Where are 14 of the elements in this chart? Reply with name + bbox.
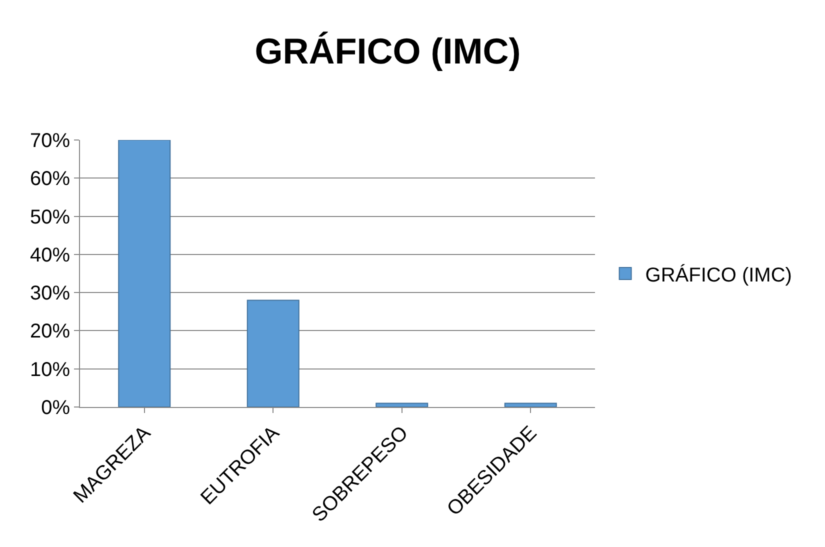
legend-label: GRÁFICO (IMC) — [645, 263, 792, 286]
y-tick-label: 50% — [30, 206, 70, 228]
bar — [504, 402, 557, 407]
bar — [246, 300, 300, 407]
y-tick-label: 10% — [30, 358, 70, 381]
y-tick-label: 40% — [30, 244, 70, 266]
bar — [118, 140, 171, 407]
y-tick-label: 30% — [30, 282, 70, 305]
chart-title: GRÁFICO (IMC) — [254, 30, 521, 72]
y-tick-label: 20% — [30, 320, 70, 343]
y-tick-label: 60% — [30, 168, 70, 190]
y-tick-label: 0% — [41, 397, 70, 419]
bar — [376, 402, 428, 407]
y-tick-label: 70% — [30, 130, 70, 152]
